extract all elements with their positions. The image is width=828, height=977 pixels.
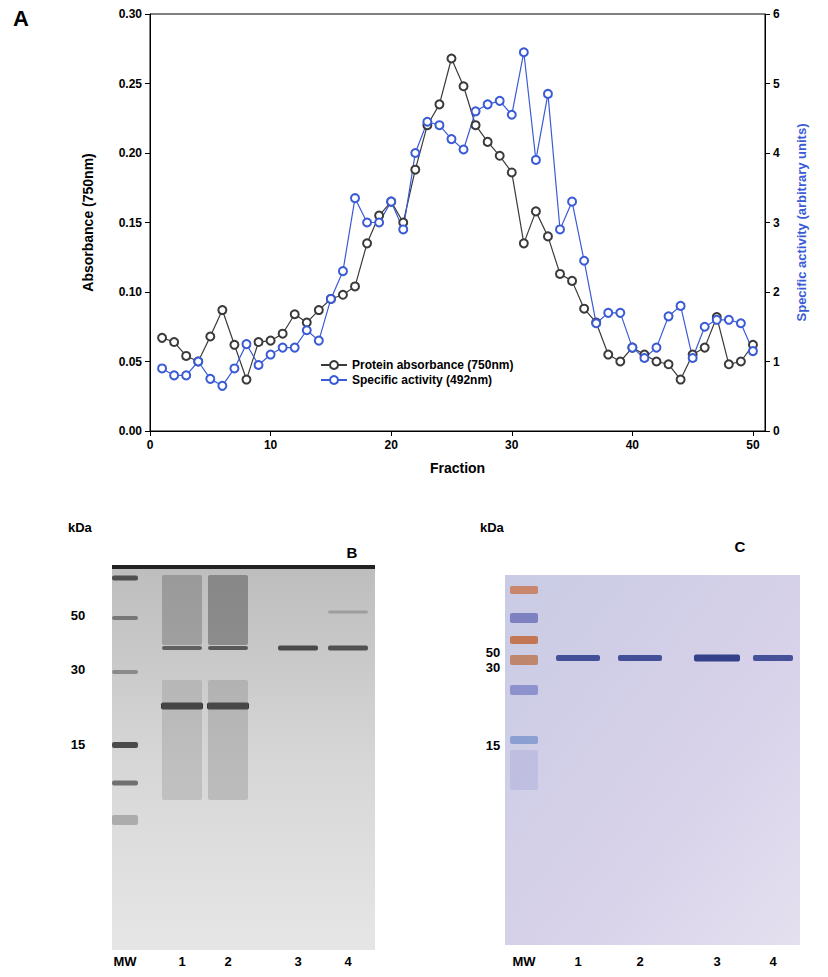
svg-text:4: 4 xyxy=(344,954,352,969)
svg-text:50: 50 xyxy=(486,645,500,660)
svg-text:kDa: kDa xyxy=(480,520,505,535)
svg-text:kDa: kDa xyxy=(68,520,93,535)
svg-text:15: 15 xyxy=(71,737,85,752)
svg-text:0.25: 0.25 xyxy=(119,77,143,91)
svg-text:20: 20 xyxy=(384,438,398,452)
svg-text:3: 3 xyxy=(294,954,301,969)
svg-text:Protein absorbance (750nm): Protein absorbance (750nm) xyxy=(352,358,513,372)
svg-text:0.10: 0.10 xyxy=(119,285,143,299)
svg-text:3: 3 xyxy=(713,954,720,969)
svg-text:2: 2 xyxy=(773,285,780,299)
svg-text:2: 2 xyxy=(224,954,231,969)
svg-text:Specific activity (492nm): Specific activity (492nm) xyxy=(352,373,492,387)
svg-text:30: 30 xyxy=(71,662,85,677)
svg-text:10: 10 xyxy=(264,438,278,452)
svg-text:50: 50 xyxy=(746,438,760,452)
svg-text:0.05: 0.05 xyxy=(119,355,143,369)
svg-text:Absorbance (750nm): Absorbance (750nm) xyxy=(80,153,96,291)
svg-text:C: C xyxy=(735,538,746,555)
svg-text:6: 6 xyxy=(773,7,780,21)
svg-text:40: 40 xyxy=(626,438,640,452)
svg-text:Fraction: Fraction xyxy=(430,460,485,476)
svg-text:1: 1 xyxy=(574,954,581,969)
svg-text:B: B xyxy=(347,544,358,561)
svg-text:0.30: 0.30 xyxy=(119,7,143,21)
svg-text:0: 0 xyxy=(147,438,154,452)
svg-text:1: 1 xyxy=(773,355,780,369)
svg-text:MW: MW xyxy=(512,954,536,969)
svg-text:MW: MW xyxy=(113,954,137,969)
svg-text:3: 3 xyxy=(773,216,780,230)
svg-text:0.00: 0.00 xyxy=(119,424,143,438)
svg-text:0.20: 0.20 xyxy=(119,146,143,160)
svg-text:50: 50 xyxy=(71,608,85,623)
svg-text:1: 1 xyxy=(178,954,185,969)
svg-text:0: 0 xyxy=(773,424,780,438)
svg-text:Specific activity (arbitrary u: Specific activity (arbitrary units) xyxy=(794,124,809,322)
svg-text:15: 15 xyxy=(486,738,500,753)
svg-text:30: 30 xyxy=(486,660,500,675)
svg-text:4: 4 xyxy=(769,954,777,969)
svg-text:A: A xyxy=(13,6,29,31)
svg-text:4: 4 xyxy=(773,146,780,160)
svg-text:5: 5 xyxy=(773,77,780,91)
svg-text:2: 2 xyxy=(636,954,643,969)
svg-text:30: 30 xyxy=(505,438,519,452)
svg-text:0.15: 0.15 xyxy=(119,216,143,230)
